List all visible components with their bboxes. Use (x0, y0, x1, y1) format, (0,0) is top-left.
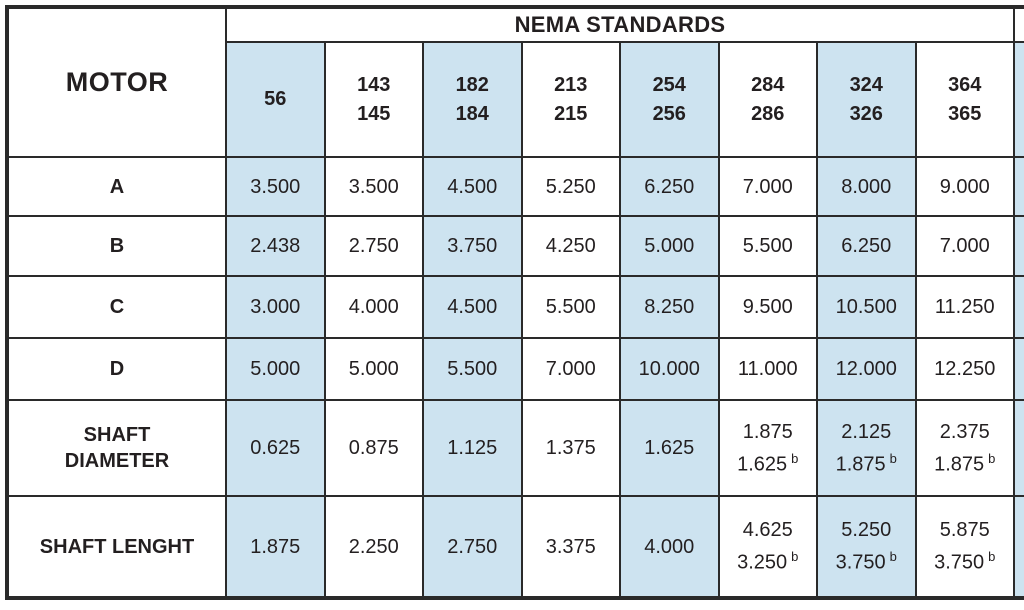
table-cell: 12.250 (916, 339, 1013, 399)
group-header-nema-standards: NEMA STANDARDS (227, 9, 1013, 41)
table-cell: 2.750 (325, 217, 422, 275)
table-cell: 4.000 (325, 277, 422, 337)
column-header-label: 284 286 (751, 73, 785, 125)
table-cell: 4.000 (621, 497, 718, 596)
cutoff-column-cell (1015, 158, 1024, 215)
cutoff-column-cell (1015, 401, 1024, 495)
column-header: 284 286 (719, 43, 816, 156)
column-header: 143 145 (325, 43, 422, 156)
table-cell: 5.250 (522, 158, 619, 215)
column-header: 364 365 (916, 43, 1013, 156)
column-header-label: 254 256 (652, 73, 686, 125)
row-label: C (9, 277, 225, 337)
row-label: SHAFT DIAMETER (9, 401, 225, 495)
footnote-marker: b (889, 549, 897, 565)
table-cell: 5.500 (719, 217, 816, 275)
column-header: 254 256 (621, 43, 718, 156)
footnote-marker: b (988, 549, 996, 565)
table-cell: 2.125 1.875 b (818, 401, 915, 495)
cutoff-column-cell (1015, 217, 1024, 275)
table-cell: 10.500 (818, 277, 915, 337)
column-header-label: 182 184 (455, 73, 489, 125)
table-cell: 5.000 (227, 339, 324, 399)
column-header: 56 (227, 43, 324, 156)
table-cell: 11.250 (916, 277, 1013, 337)
table-cell: 3.000 (227, 277, 324, 337)
cutoff-column-cell (1015, 43, 1024, 156)
cutoff-column-cell (1015, 339, 1024, 399)
column-header: 182 184 (424, 43, 521, 156)
column-header: 324 326 (818, 43, 915, 156)
table-cell: 6.250 (818, 217, 915, 275)
table-cell: 1.875 1.625 b (719, 401, 816, 495)
group-header-label: NEMA STANDARDS (514, 12, 726, 37)
column-header-label: 324 326 (849, 73, 883, 125)
column-header-label: 143 145 (357, 73, 391, 125)
table-cell: 8.250 (621, 277, 718, 337)
table-cell: 2.438 (227, 217, 324, 275)
table-cell: 4.250 (522, 217, 619, 275)
table-cell: 12.000 (818, 339, 915, 399)
table-cell: 5.250 3.750 b (818, 497, 915, 596)
table-cell: 4.500 (424, 158, 521, 215)
corner-header-motor: MOTOR (9, 9, 225, 156)
table-cell: 5.500 (424, 339, 521, 399)
table-cell: 5.500 (522, 277, 619, 337)
column-header-label: 56 (264, 88, 287, 110)
table-cell: 2.375 1.875 b (916, 401, 1013, 495)
column-header: 213 215 (522, 43, 619, 156)
table-cell: 7.000 (719, 158, 816, 215)
table-cell: 9.000 (916, 158, 1013, 215)
footnote-marker: b (889, 450, 897, 466)
table-cell: 1.375 (522, 401, 619, 495)
footnote-marker: b (791, 549, 799, 565)
footnote-marker: b (988, 450, 996, 466)
footnote-marker: b (791, 450, 799, 466)
column-header-label: 213 215 (554, 73, 588, 125)
row-label: D (9, 339, 225, 399)
table-cell: 5.000 (325, 339, 422, 399)
row-label: A (9, 158, 225, 215)
cutoff-group-header-cell (1015, 9, 1024, 41)
table-cell: 6.250 (621, 158, 718, 215)
cutoff-column-cell (1015, 277, 1024, 337)
row-label: SHAFT LENGHT (9, 497, 225, 596)
table-cell: 2.250 (325, 497, 422, 596)
table-cell: 0.625 (227, 401, 324, 495)
table-cell: 9.500 (719, 277, 816, 337)
table-cell: 5.000 (621, 217, 718, 275)
table-cell: 11.000 (719, 339, 816, 399)
table-cell: 2.750 (424, 497, 521, 596)
nema-standards-table: MOTOR NEMA STANDARDS 56 143 145 182 184 … (5, 5, 1024, 600)
table-cell: 3.750 (424, 217, 521, 275)
corner-header-label: MOTOR (65, 67, 169, 97)
table-cell: 7.000 (916, 217, 1013, 275)
table-cell: 3.500 (325, 158, 422, 215)
table-cell: 8.000 (818, 158, 915, 215)
cutoff-column-cell (1015, 497, 1024, 596)
table-cell: 1.625 (621, 401, 718, 495)
table-cell: 1.125 (424, 401, 521, 495)
table-cell: 3.500 (227, 158, 324, 215)
table-cell: 10.000 (621, 339, 718, 399)
row-label: B (9, 217, 225, 275)
column-header-label: 364 365 (948, 73, 982, 125)
table-cell: 4.625 3.250 b (719, 497, 816, 596)
table-cell: 1.875 (227, 497, 324, 596)
table-cell: 5.875 3.750 b (916, 497, 1013, 596)
table-cell: 0.875 (325, 401, 422, 495)
table-cell: 4.500 (424, 277, 521, 337)
table-cell: 7.000 (522, 339, 619, 399)
table-cell: 3.375 (522, 497, 619, 596)
